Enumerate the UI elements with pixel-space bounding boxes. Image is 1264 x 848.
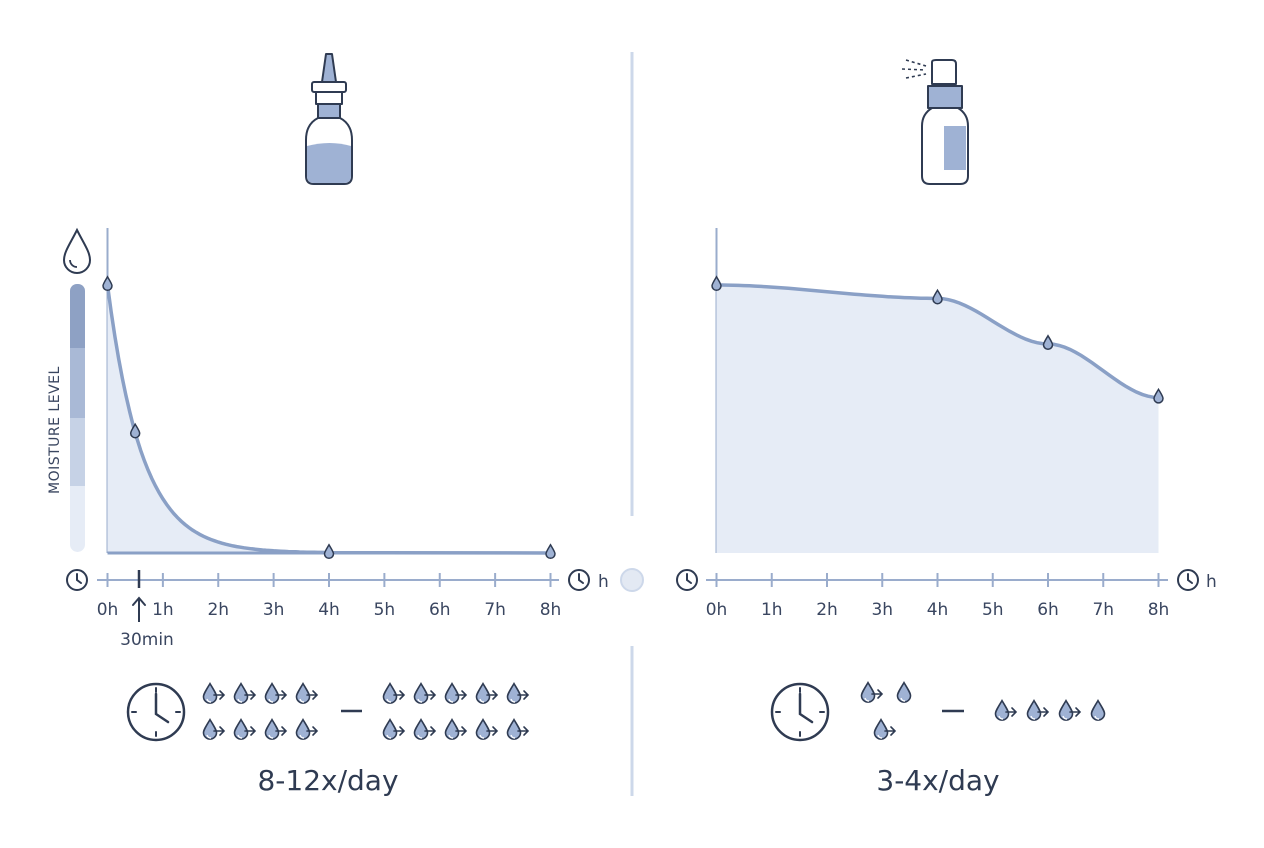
left-x-tick-label: 3h xyxy=(263,600,285,620)
left-chart: MOISTURE LEVEL 0h 1h 2h 3h 4h 5h 6h 7h 8h 30min … xyxy=(47,227,609,650)
left-data-marker xyxy=(102,275,113,292)
left-frequency-label: 8-12x/day xyxy=(257,764,398,797)
right-x-tick-label: 1h xyxy=(761,600,783,620)
left-x-ticks: 0h 1h 2h 3h 4h 5h 6h 7h 8h xyxy=(97,573,562,620)
left-clock-icon-end xyxy=(568,569,590,591)
moisture-gradient-bar xyxy=(70,284,85,552)
left-clock-icon-start xyxy=(66,569,88,591)
drop-icon xyxy=(896,681,912,703)
left-moisture-area xyxy=(107,285,551,553)
spray-bottle-icon xyxy=(901,59,969,185)
center-divider-dot xyxy=(620,568,644,592)
drop-arrow-icon xyxy=(233,682,257,704)
right-clock-icon-large xyxy=(770,682,830,742)
left-x-tick-label: 0h xyxy=(97,600,119,620)
drop-icon xyxy=(1090,699,1106,721)
left-drop-grid xyxy=(202,682,530,740)
drop-arrow-icon xyxy=(860,681,884,703)
left-x-tick-label: 5h xyxy=(374,600,396,620)
drop-arrow-icon xyxy=(202,718,226,740)
drop-arrow-icon xyxy=(444,682,468,704)
drop-arrow-icon xyxy=(233,718,257,740)
left-x-tick-label: 2h xyxy=(207,600,229,620)
drop-arrow-icon xyxy=(295,718,319,740)
drop-arrow-icon xyxy=(475,718,499,740)
drop-arrow-icon xyxy=(202,682,226,704)
drop-arrow-icon xyxy=(413,682,437,704)
left-clock-icon-large xyxy=(126,682,186,742)
up-arrow-icon xyxy=(132,596,146,622)
thirty-min-annotation: 30min xyxy=(120,630,174,650)
right-clock-icon-end xyxy=(1177,569,1199,591)
left-x-unit: h xyxy=(598,572,609,592)
left-x-tick-label: 1h xyxy=(152,600,174,620)
right-x-tick-label: 0h xyxy=(706,600,728,620)
left-data-marker xyxy=(323,543,335,560)
drop-arrow-icon xyxy=(506,718,530,740)
right-data-marker xyxy=(711,275,722,292)
y-axis-label: MOISTURE LEVEL xyxy=(47,366,63,494)
drop-arrow-icon xyxy=(475,682,499,704)
drop-arrow-icon xyxy=(506,682,530,704)
right-data-marker xyxy=(1042,334,1054,350)
left-moisture-line xyxy=(105,283,553,555)
left-x-tick-label: 8h xyxy=(540,600,562,620)
drop-arrow-icon xyxy=(264,718,288,740)
right-chart: 0h 1h 2h 3h 4h 5h 6h 7h 8h h xyxy=(676,228,1217,620)
right-x-tick-label: 7h xyxy=(1092,600,1114,620)
right-x-tick-label: 5h xyxy=(982,600,1004,620)
right-clock-icon-start xyxy=(676,569,698,591)
right-drop-grid xyxy=(860,681,1106,740)
right-frequency-summary: 3-4x/day xyxy=(770,681,1106,797)
left-x-tick-label: 6h xyxy=(429,600,451,620)
drop-arrow-icon xyxy=(413,718,437,740)
drop-arrow-icon xyxy=(382,682,406,704)
drop-arrow-icon xyxy=(1026,699,1050,721)
right-data-marker xyxy=(932,288,943,305)
left-frequency-summary: 8-12x/day xyxy=(126,682,530,797)
dropper-bottle-icon xyxy=(305,53,353,185)
drop-arrow-icon xyxy=(295,682,319,704)
right-x-unit: h xyxy=(1206,572,1217,592)
moisture-drop-icon xyxy=(62,227,92,274)
right-frequency-label: 3-4x/day xyxy=(876,764,999,797)
left-x-tick-label: 7h xyxy=(484,600,506,620)
right-drop-markers xyxy=(711,275,1164,404)
left-drop-markers xyxy=(102,275,556,560)
right-x-tick-label: 4h xyxy=(927,600,949,620)
drop-arrow-icon xyxy=(1058,699,1082,721)
left-data-marker xyxy=(545,543,556,560)
right-moisture-area xyxy=(716,285,1159,553)
right-x-tick-label: 3h xyxy=(871,600,893,620)
right-x-tick-label: 2h xyxy=(816,600,838,620)
drop-arrow-icon xyxy=(264,682,288,704)
drop-arrow-icon xyxy=(994,699,1018,721)
left-data-marker xyxy=(129,422,141,439)
right-x-ticks: 0h 1h 2h 3h 4h 5h 6h 7h 8h xyxy=(706,573,1170,620)
right-x-tick-label: 6h xyxy=(1037,600,1059,620)
drop-arrow-icon xyxy=(444,718,468,740)
drop-arrow-icon xyxy=(873,718,897,740)
drop-arrow-icon xyxy=(382,718,406,740)
right-x-tick-label: 8h xyxy=(1148,600,1170,620)
left-x-tick-label: 4h xyxy=(318,600,340,620)
right-data-marker xyxy=(1153,387,1164,404)
